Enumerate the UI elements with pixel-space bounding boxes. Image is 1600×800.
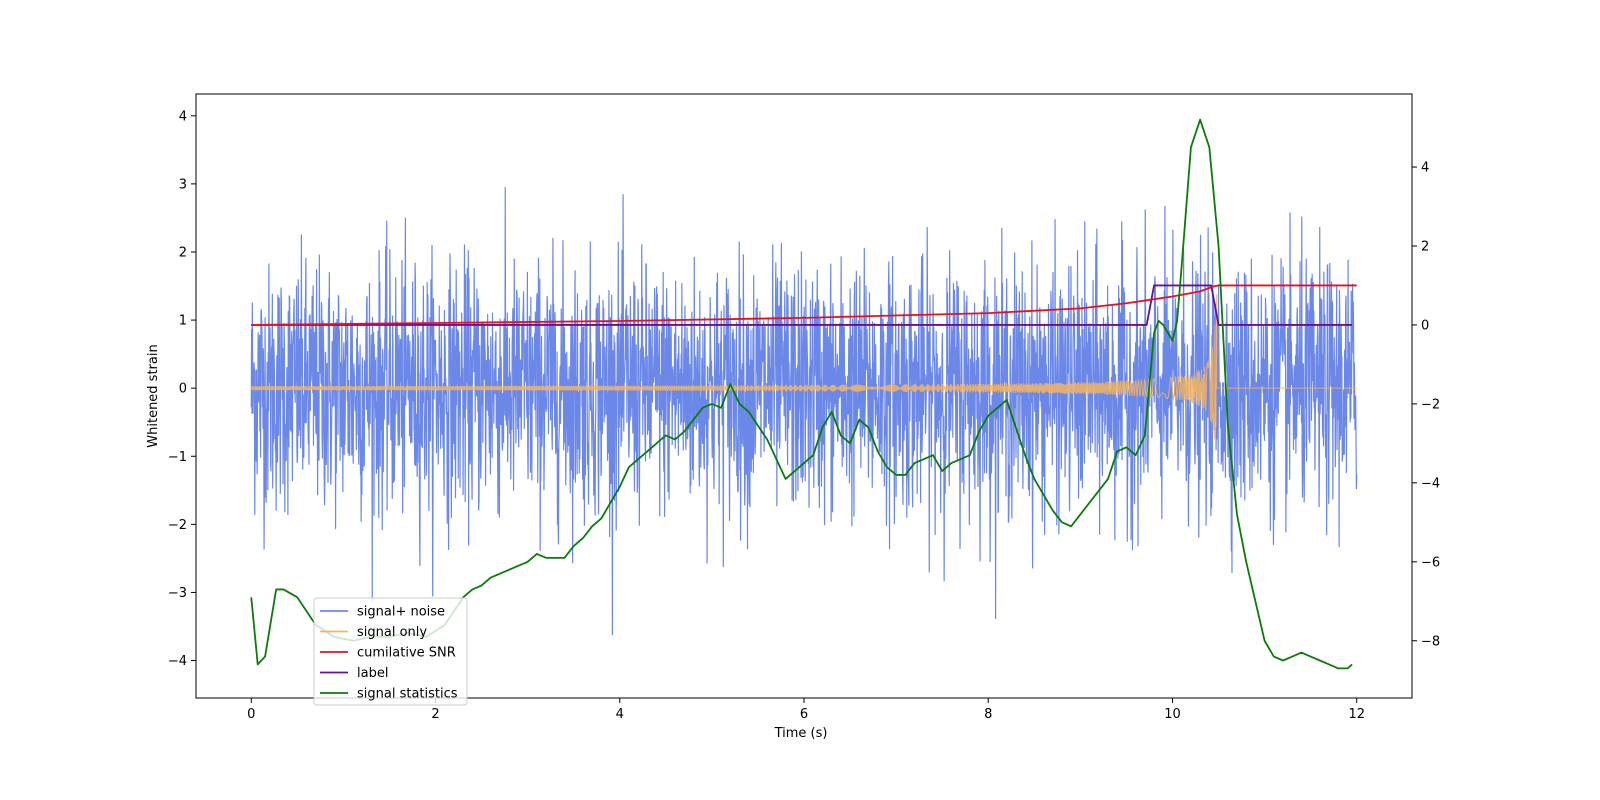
y-tick-label: −1	[168, 450, 187, 465]
y-tick-label: −2	[168, 518, 187, 533]
y-tick-label: 3	[179, 177, 187, 192]
lines-layer	[250, 118, 1357, 670]
noise-series-line	[250, 186, 1358, 636]
y2-tick-label: −8	[1421, 634, 1440, 649]
y-tick-label: 1	[179, 314, 187, 329]
signal-only-line	[250, 294, 1357, 440]
y-tick-label: −4	[168, 654, 187, 669]
y2-tick-label: −4	[1421, 476, 1440, 491]
y-tick-label: 0	[179, 382, 187, 397]
cumulative-snr-line	[251, 284, 1357, 326]
label-line	[251, 284, 1353, 326]
x-tick-label: 6	[800, 707, 808, 722]
y-tick-label: 2	[179, 245, 187, 260]
x-tick-label: 10	[1164, 707, 1181, 722]
y2-tick-label: −2	[1421, 397, 1440, 412]
x-tick-label: 8	[984, 707, 992, 722]
legend-label: signal statistics	[357, 687, 458, 702]
x-axis-label: Time (s)	[774, 726, 828, 741]
legend-label: cumilative SNR	[357, 646, 456, 661]
y2-tick-label: 4	[1421, 161, 1429, 176]
x-tick-label: 12	[1348, 707, 1365, 722]
x-tick-label: 0	[247, 707, 255, 722]
signal-statistics-line	[250, 118, 1353, 670]
y-tick-label: −3	[168, 586, 187, 601]
legend-box	[313, 597, 468, 706]
legend-label: signal+ noise	[357, 605, 445, 620]
legend-label: label	[357, 666, 388, 681]
x-tick-label: 2	[431, 707, 439, 722]
y2-tick-label: 2	[1421, 239, 1429, 254]
signal-series-layer	[250, 294, 1357, 440]
legend: signal+ noise signal only cumilative SNR la…	[313, 597, 468, 706]
y2-tick-label: 0	[1421, 318, 1429, 333]
y-axis-label: Whitened strain	[146, 344, 161, 447]
legend-label: signal only	[357, 625, 427, 640]
y2-tick-label: −6	[1421, 555, 1440, 570]
y-tick-label: 4	[179, 109, 187, 124]
noise-series-layer	[250, 186, 1358, 636]
x-tick-label: 4	[616, 707, 624, 722]
